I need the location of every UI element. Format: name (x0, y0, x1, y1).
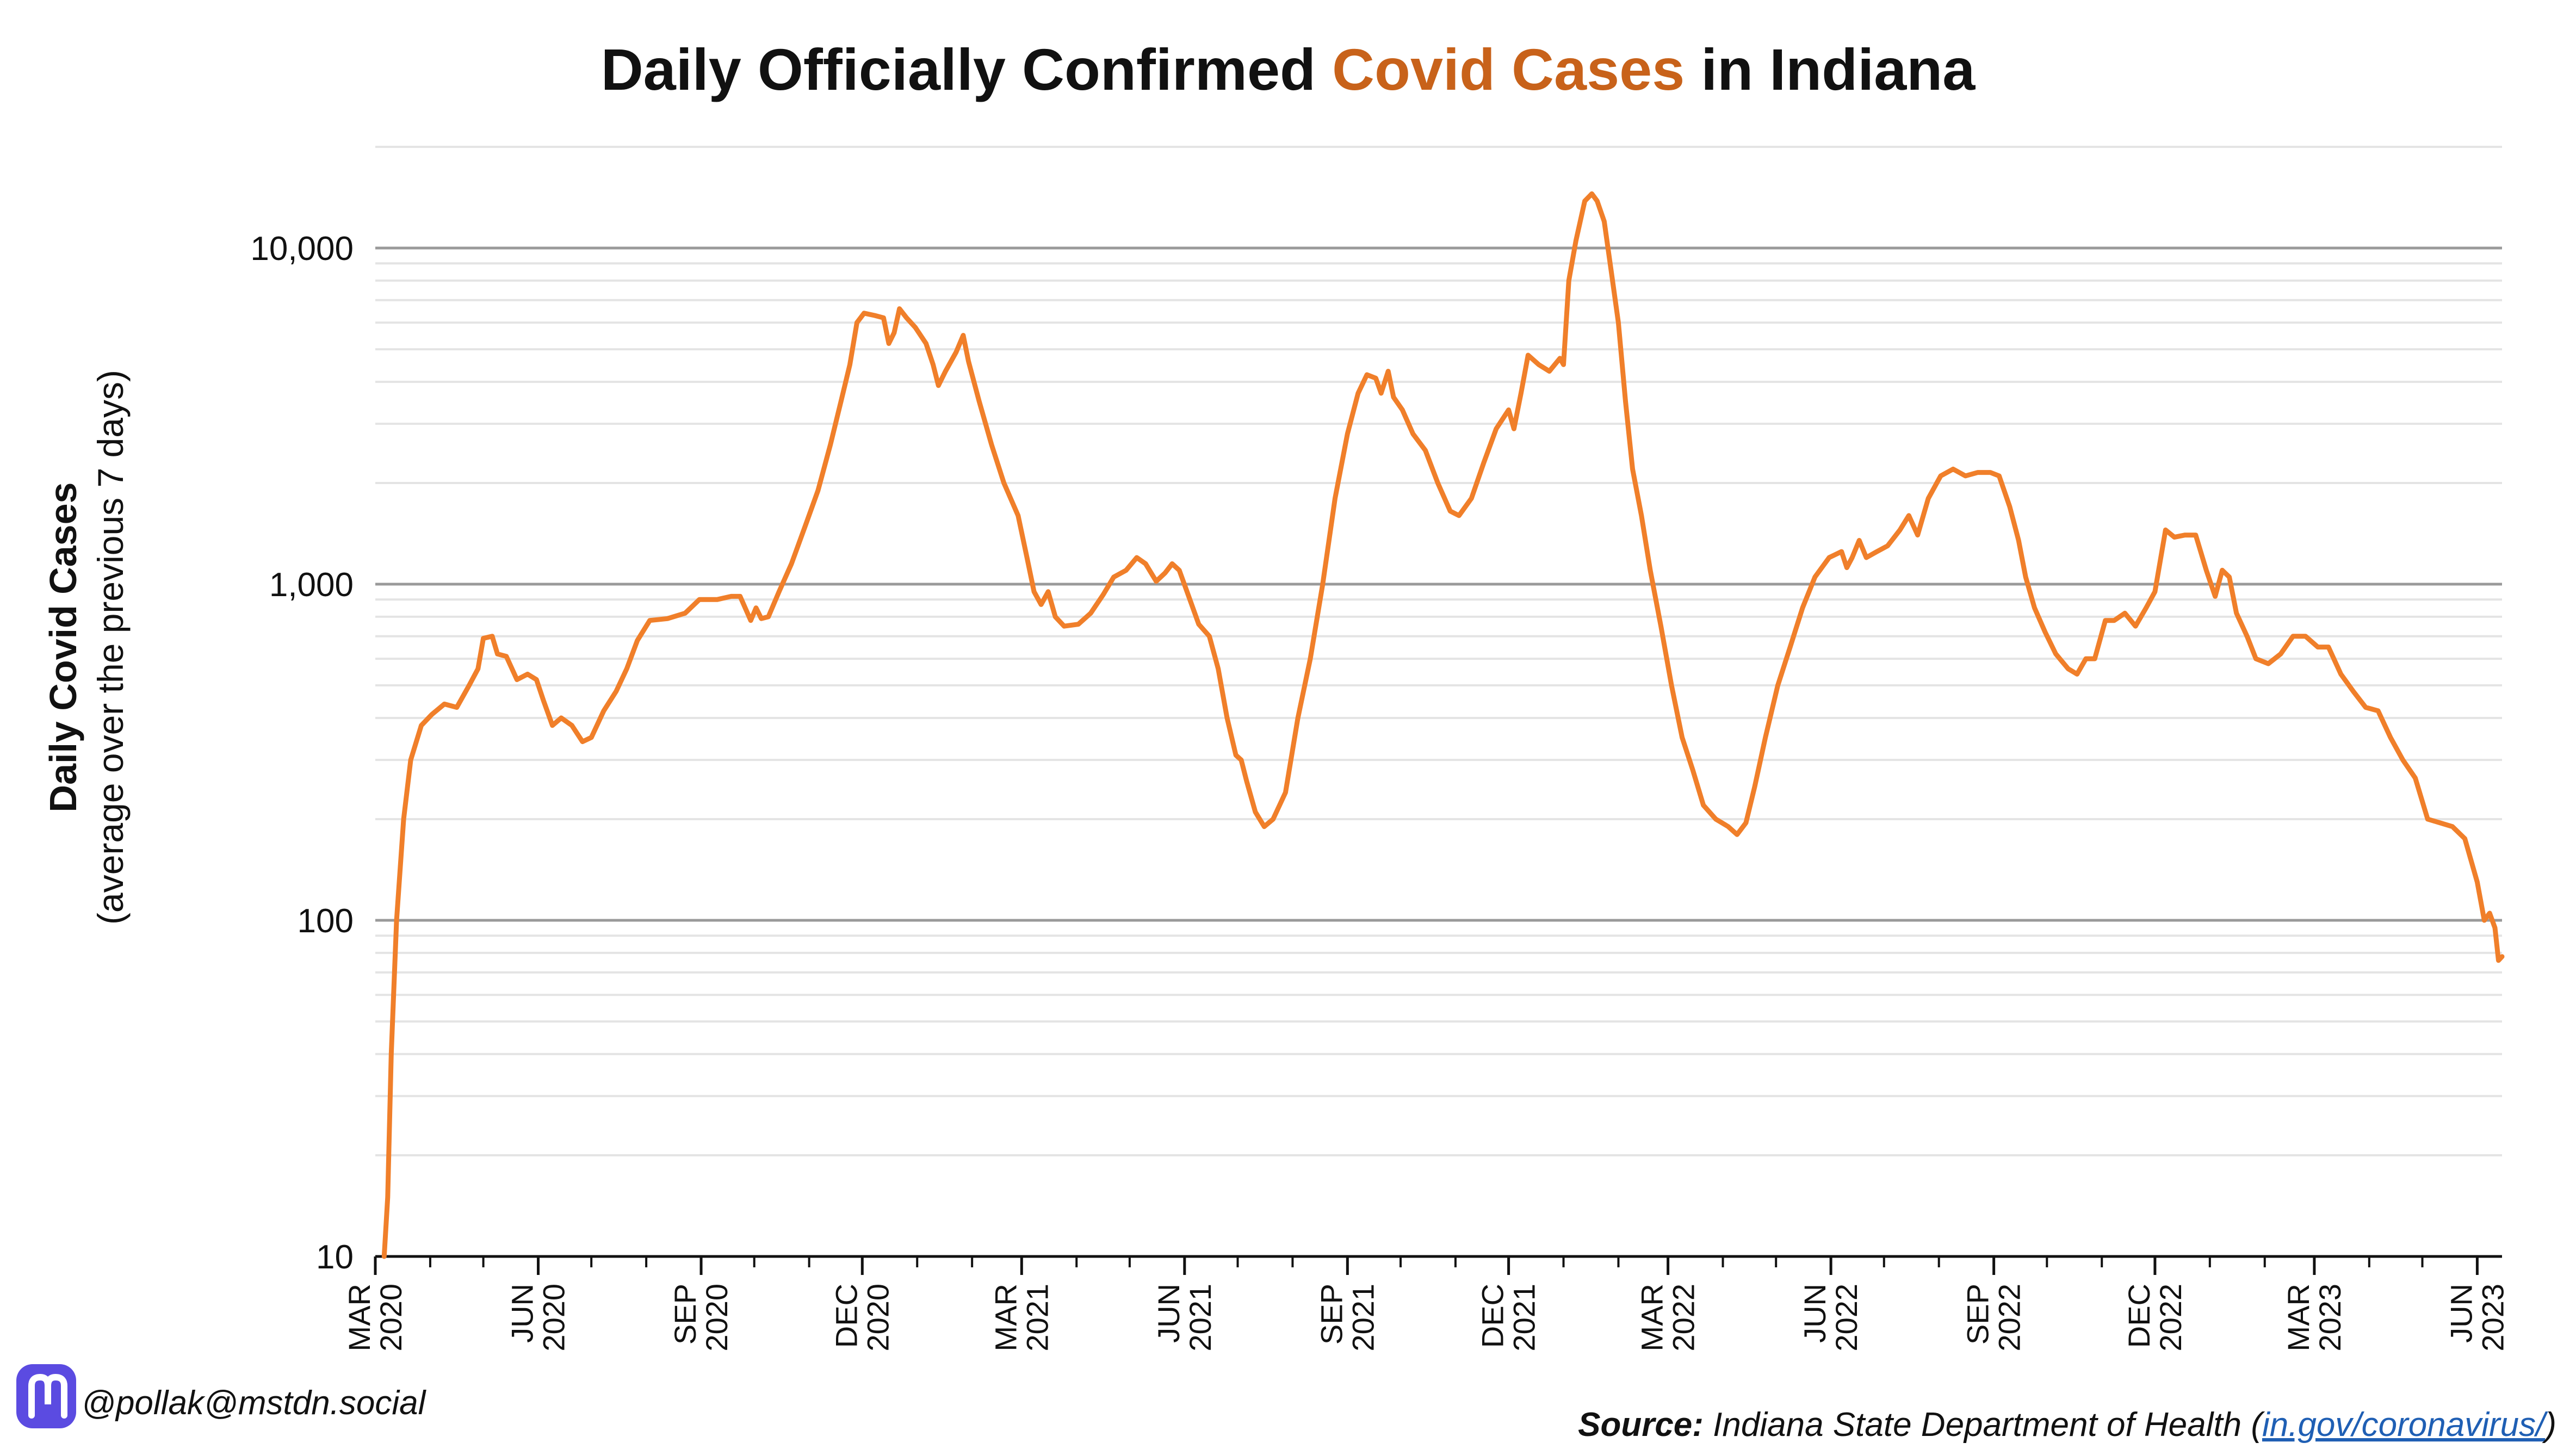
title-part-1: Daily Officially Confirmed (601, 36, 1332, 102)
x-tick-month: JUN (1151, 1284, 1186, 1343)
gridlines (375, 146, 2502, 1258)
y-axis-ticks: 10 100 1,000 10,000 (250, 230, 354, 1276)
source-label: Source: (1578, 1406, 1704, 1444)
author-handle: @pollak@mstdn.social (82, 1384, 427, 1422)
mastodon-icon (16, 1364, 76, 1428)
title-part-highlight: Covid Cases (1332, 36, 1685, 102)
x-tick-year: 2020 (374, 1284, 408, 1352)
x-tick-month: DEC (2122, 1284, 2156, 1348)
y-tick-label: 1,000 (269, 566, 354, 604)
x-tick-month: SEP (1314, 1284, 1348, 1345)
x-tick-month: DEC (829, 1284, 863, 1348)
x-tick-month: JUN (2444, 1284, 2478, 1343)
source-text: Indiana State Department of Health ( (1704, 1406, 2265, 1444)
x-tick-month: SEP (1961, 1284, 1995, 1345)
x-tick-month: SEP (668, 1284, 702, 1345)
series-line-daily-cases (381, 191, 2505, 1259)
x-tick-year: 2023 (2475, 1284, 2510, 1352)
y-axis-subtitle: (average over the previous 7 days) (90, 370, 131, 925)
x-tick-month: DEC (1476, 1284, 1510, 1348)
x-tick-year: 2021 (1183, 1284, 1217, 1352)
x-tick-month: MAR (1635, 1284, 1669, 1351)
footer: @pollak@mstdn.social Source: Indiana Sta… (16, 1364, 2556, 1444)
x-tick-month: JUN (505, 1284, 540, 1343)
x-tick-year: 2023 (2313, 1284, 2347, 1352)
x-tick-month: MAR (988, 1284, 1023, 1351)
y-tick-label: 10 (316, 1239, 354, 1276)
x-tick-year: 2022 (1992, 1284, 2027, 1352)
y-tick-label: 100 (298, 902, 354, 940)
x-tick-month: MAR (342, 1284, 376, 1351)
x-tick-year: 2022 (2153, 1284, 2188, 1352)
x-tick-year: 2021 (1020, 1284, 1054, 1352)
x-tick-month: MAR (2281, 1284, 2315, 1351)
y-tick-label: 10,000 (250, 230, 354, 268)
x-tick-month: JUN (1798, 1284, 1832, 1343)
x-tick-year: 2020 (537, 1284, 571, 1352)
title-part-3: in Indiana (1685, 36, 1976, 102)
chart-title: Daily Officially Confirmed Covid Cases i… (601, 36, 1976, 102)
source-link[interactable]: in.gov/coronavirus/ (2262, 1406, 2548, 1444)
source-note: Source: Indiana State Department of Heal… (1578, 1406, 2556, 1444)
x-tick-year: 2021 (1346, 1284, 1380, 1352)
y-axis-label: Daily Covid Cases (average over the prev… (42, 370, 131, 925)
x-tick-year: 2022 (1667, 1284, 1701, 1352)
x-tick-year: 2022 (1829, 1284, 1863, 1352)
y-axis-title: Daily Covid Cases (42, 482, 84, 813)
x-tick-year: 2020 (860, 1284, 895, 1352)
series-group (381, 191, 2505, 1259)
x-tick-year: 2021 (1507, 1284, 1541, 1352)
x-tick-year: 2020 (699, 1284, 734, 1352)
